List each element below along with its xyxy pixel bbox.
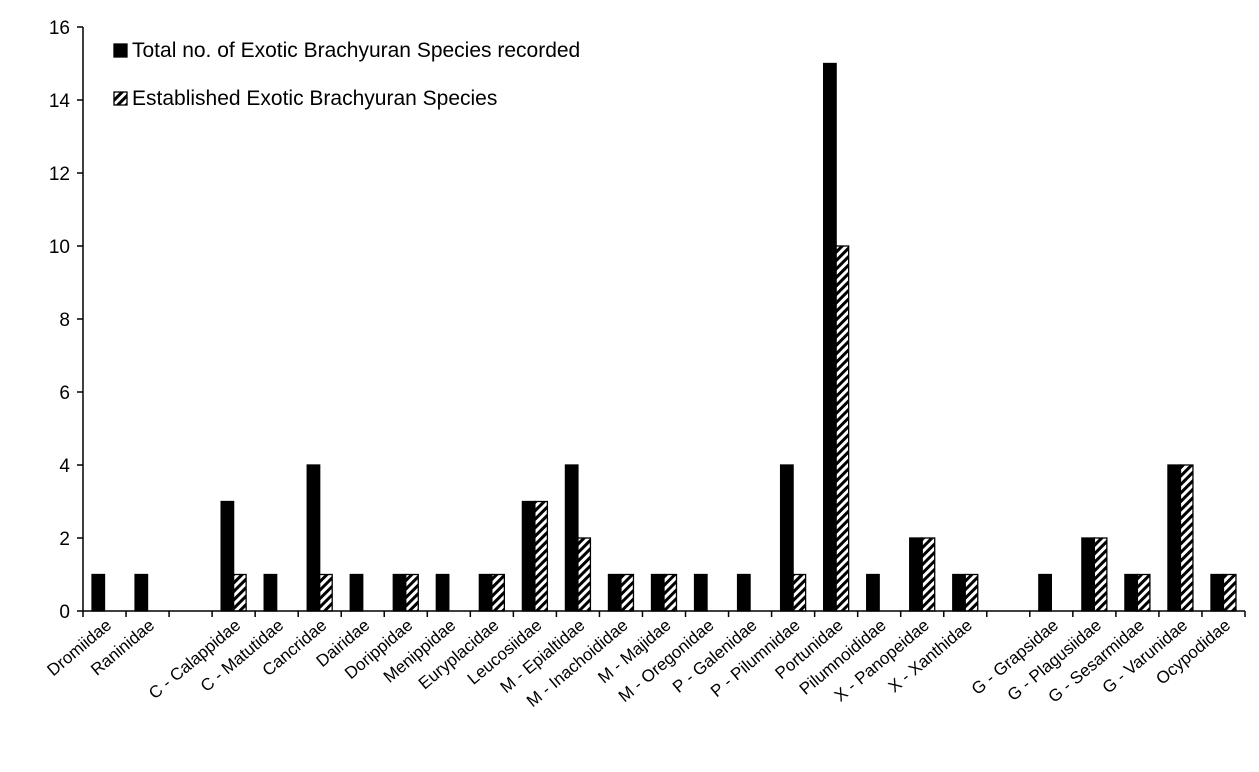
bar-series-2-20: [921, 537, 936, 612]
bar-series-2-10: [491, 573, 506, 612]
bar-series-2-17: [792, 573, 807, 612]
bar-series-1-25: [1124, 573, 1139, 612]
bar-series-2-13: [620, 573, 635, 612]
y-tick-label: 16: [49, 18, 70, 39]
legend: Total no. of Exotic Brachyuran Species r…: [113, 39, 580, 110]
bar-series-1-13: [607, 573, 622, 612]
y-tick-label: 2: [59, 529, 70, 550]
y-axis: 0 2 4 6 8 10 12 14 16: [49, 18, 84, 623]
bar-series-1-20: [909, 537, 923, 612]
y-tick-label: 10: [49, 237, 70, 258]
legend-swatch-1: [113, 43, 128, 58]
bar-series-2-4: [232, 573, 247, 612]
bar-series-1-10: [478, 573, 493, 612]
bar-series-1-14: [650, 573, 665, 612]
bar-series-1-9: [435, 573, 450, 612]
bar-series-1-4: [220, 500, 235, 612]
legend-label-1: Total no. of Exotic Brachyuran Species r…: [132, 39, 580, 62]
bar-series-1-8: [392, 573, 407, 612]
bar-series-1-21: [952, 573, 966, 612]
bar-series-2-26: [1179, 464, 1194, 612]
bar-series-2-27: [1222, 573, 1237, 612]
bar-series-1-1: [91, 573, 106, 612]
y-tick-label: 12: [49, 164, 70, 185]
y-tick-label: 8: [59, 310, 70, 331]
y-tick-label: 14: [49, 91, 71, 112]
bar-series-1-5: [263, 573, 278, 612]
bar-series-2-11: [534, 500, 549, 612]
bar-series-2-24: [1093, 537, 1108, 612]
bar-series-1-11: [521, 500, 536, 612]
bar-series-1-12: [564, 464, 579, 612]
bar-series-2-8: [405, 573, 419, 612]
y-tick-label: 6: [59, 383, 70, 404]
bar-series-1-6: [306, 464, 321, 612]
bar-series-1-15: [693, 573, 708, 612]
legend-label-2: Established Exotic Brachyuran Species: [132, 87, 497, 110]
bar-series-1-19: [866, 573, 880, 612]
bar-series-1-26: [1167, 464, 1182, 612]
bar-series-1-24: [1081, 537, 1096, 612]
bar-series-2-14: [663, 573, 678, 612]
bar-series-2-12: [577, 537, 592, 612]
bar-series-1-17: [779, 464, 794, 612]
bar-series-2-21: [964, 573, 979, 612]
bar-series-2-6: [319, 573, 333, 612]
bar-series-2-18: [835, 245, 850, 612]
y-tick-label: 4: [59, 456, 70, 477]
bar-series-1-16: [736, 573, 751, 612]
plot-area: [91, 62, 1237, 612]
bar-series-2-25: [1136, 573, 1151, 612]
bar-series-1-2: [134, 573, 149, 612]
bar-series-1-23: [1038, 573, 1052, 612]
bar-series-1-27: [1210, 573, 1225, 612]
bar-series-1-18: [823, 62, 837, 612]
legend-swatch-2: [113, 91, 128, 106]
y-tick-label: 0: [59, 602, 70, 623]
bar-series-1-7: [349, 573, 364, 612]
